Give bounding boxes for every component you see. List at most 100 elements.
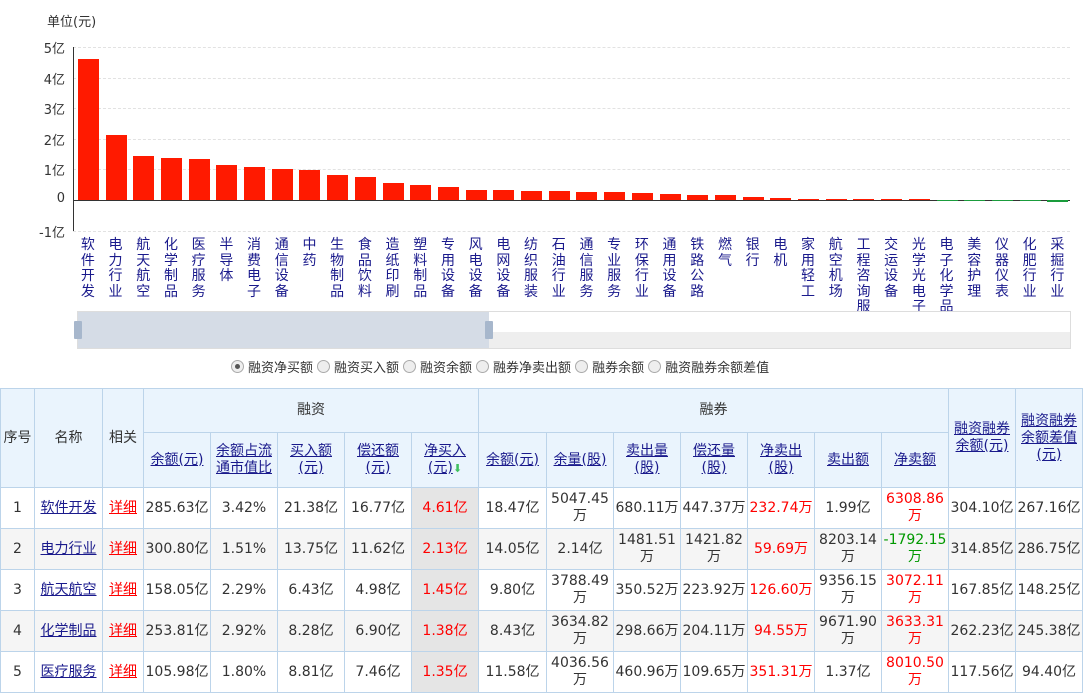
bar[interactable] — [742, 196, 764, 200]
x-tick-label: 风电设备 — [468, 237, 483, 300]
data-cell: 94.55万 — [747, 610, 815, 652]
bar[interactable] — [853, 199, 875, 200]
sort-header-link[interactable]: 净卖额 — [894, 451, 936, 468]
bar[interactable] — [936, 200, 958, 201]
bar[interactable] — [964, 200, 986, 201]
sort-header-link[interactable]: 买入额(元) — [290, 443, 332, 476]
margin-trading-table: 序号 名称 相关 融资 融券 融资融券余额(元) 融资融券余额差值(元) 余额(… — [0, 388, 1083, 693]
sort-header-link[interactable]: 卖出额 — [827, 451, 869, 468]
y-tick-label: 1亿 — [43, 164, 65, 180]
x-tick-label: 纺织服装 — [524, 237, 539, 300]
detail-cell: 详细 — [102, 487, 144, 529]
bar[interactable] — [133, 155, 155, 200]
bar[interactable] — [437, 186, 459, 200]
sort-header-link[interactable]: 卖出量(股) — [626, 443, 668, 476]
data-cell: 6.43亿 — [277, 569, 345, 611]
bar[interactable] — [770, 198, 792, 200]
bar[interactable] — [410, 185, 432, 200]
radio-option[interactable]: 融资余额 — [403, 357, 472, 376]
radio-option[interactable]: 融券净卖出额 — [476, 357, 571, 376]
radio-circle-icon[interactable] — [231, 360, 244, 373]
bar[interactable] — [798, 199, 820, 200]
sort-header-link[interactable]: 余额(元) — [150, 451, 204, 468]
sort-header-link[interactable]: 净买入(元) — [424, 443, 466, 476]
bar[interactable] — [244, 166, 266, 200]
industry-name-cell: 软件开发 — [34, 487, 103, 529]
bar[interactable] — [354, 177, 376, 200]
data-zoom-slider[interactable] — [74, 311, 1071, 349]
detail-link[interactable]: 详细 — [109, 622, 137, 639]
bar[interactable] — [216, 164, 238, 200]
data-cell: 126.60万 — [747, 569, 815, 611]
bar[interactable] — [548, 190, 570, 200]
slider-selected-range[interactable] — [78, 312, 489, 348]
data-cell: 1421.82万 — [680, 528, 748, 570]
industry-link[interactable]: 软件开发 — [40, 499, 97, 516]
sort-header-link[interactable]: 偿还量(股) — [693, 443, 735, 476]
industry-link[interactable]: 化学制品 — [40, 622, 97, 639]
radio-option[interactable]: 融券余额 — [575, 357, 644, 376]
bar[interactable] — [271, 169, 293, 200]
col-related: 相关 — [102, 388, 144, 488]
data-cell: 8.81亿 — [277, 651, 345, 693]
data-cell: 8203.14万 — [814, 528, 882, 570]
bar[interactable] — [714, 195, 736, 200]
radio-circle-icon[interactable] — [575, 360, 589, 373]
x-tick-label: 电网设备 — [496, 237, 511, 300]
bar[interactable] — [631, 193, 653, 200]
radio-circle-icon[interactable] — [317, 360, 331, 373]
bar[interactable] — [881, 199, 903, 200]
grid-line — [73, 47, 1070, 48]
bar[interactable] — [465, 189, 487, 200]
radio-label: 融券净卖出额 — [493, 361, 572, 376]
data-cell: 1.80% — [210, 651, 278, 693]
bar[interactable] — [188, 158, 210, 200]
detail-link[interactable]: 详细 — [109, 581, 137, 598]
radio-circle-icon[interactable] — [476, 360, 490, 373]
bar[interactable] — [687, 194, 709, 200]
data-cell: 267.16亿 — [1015, 487, 1083, 529]
radio-circle-icon[interactable] — [403, 360, 417, 373]
bar[interactable] — [382, 182, 404, 200]
bar[interactable] — [576, 191, 598, 200]
bar[interactable] — [77, 58, 99, 200]
bar-chart: 单位(元) 5亿 4亿 3亿 2亿 1亿 0 -1亿 软件开发 电力行业 航天航空 化学制品 医疗服务… — [39, 15, 1071, 376]
detail-link[interactable]: 详细 — [109, 499, 137, 516]
bar[interactable] — [521, 190, 543, 200]
radio-option[interactable]: 融资净买额 — [231, 357, 313, 376]
slider-left-handle[interactable] — [74, 321, 82, 339]
bar[interactable] — [659, 193, 681, 200]
industry-link[interactable]: 电力行业 — [40, 540, 97, 557]
data-cell: 3.42% — [210, 487, 278, 529]
data-cell: 4036.56万 — [546, 651, 614, 693]
bar[interactable] — [825, 199, 847, 200]
y-tick-label: 3亿 — [43, 103, 65, 119]
bar[interactable] — [105, 134, 127, 200]
bar[interactable] — [991, 200, 1013, 201]
bar[interactable] — [604, 192, 626, 200]
detail-link[interactable]: 详细 — [109, 540, 137, 557]
x-tick-label: 航空机场 — [828, 237, 843, 300]
bar[interactable] — [1019, 200, 1041, 202]
metric-radio-group: 融资净买额 融资买入额 融资余额 融券净卖出额 融券余额 融资融券余额差值 — [231, 357, 769, 376]
sort-header-link[interactable]: 余量(股) — [553, 451, 607, 468]
industry-link[interactable]: 医疗服务 — [40, 663, 97, 680]
data-cell: 3633.31万 — [881, 610, 949, 652]
bar[interactable] — [299, 170, 321, 200]
bar[interactable] — [327, 174, 349, 200]
sort-header-link[interactable]: 余额占流通市值比 — [216, 443, 272, 476]
radio-circle-icon[interactable] — [648, 360, 662, 373]
slider-right-handle[interactable] — [485, 321, 493, 339]
bar[interactable] — [908, 199, 930, 200]
sort-header-link[interactable]: 净卖出(股) — [760, 443, 802, 476]
industry-link[interactable]: 航天航空 — [40, 581, 97, 598]
radio-option[interactable]: 融资融券余额差值 — [648, 357, 769, 376]
sort-header-link[interactable]: 余额(元) — [486, 451, 539, 468]
radio-option[interactable]: 融资买入额 — [317, 357, 399, 376]
sort-header-link[interactable]: 偿还额(元) — [357, 443, 399, 476]
bar[interactable] — [160, 157, 182, 200]
bar[interactable] — [493, 189, 515, 200]
bar[interactable] — [1047, 200, 1069, 202]
detail-link[interactable]: 详细 — [109, 663, 137, 680]
data-cell: 4.61亿 — [411, 487, 479, 529]
